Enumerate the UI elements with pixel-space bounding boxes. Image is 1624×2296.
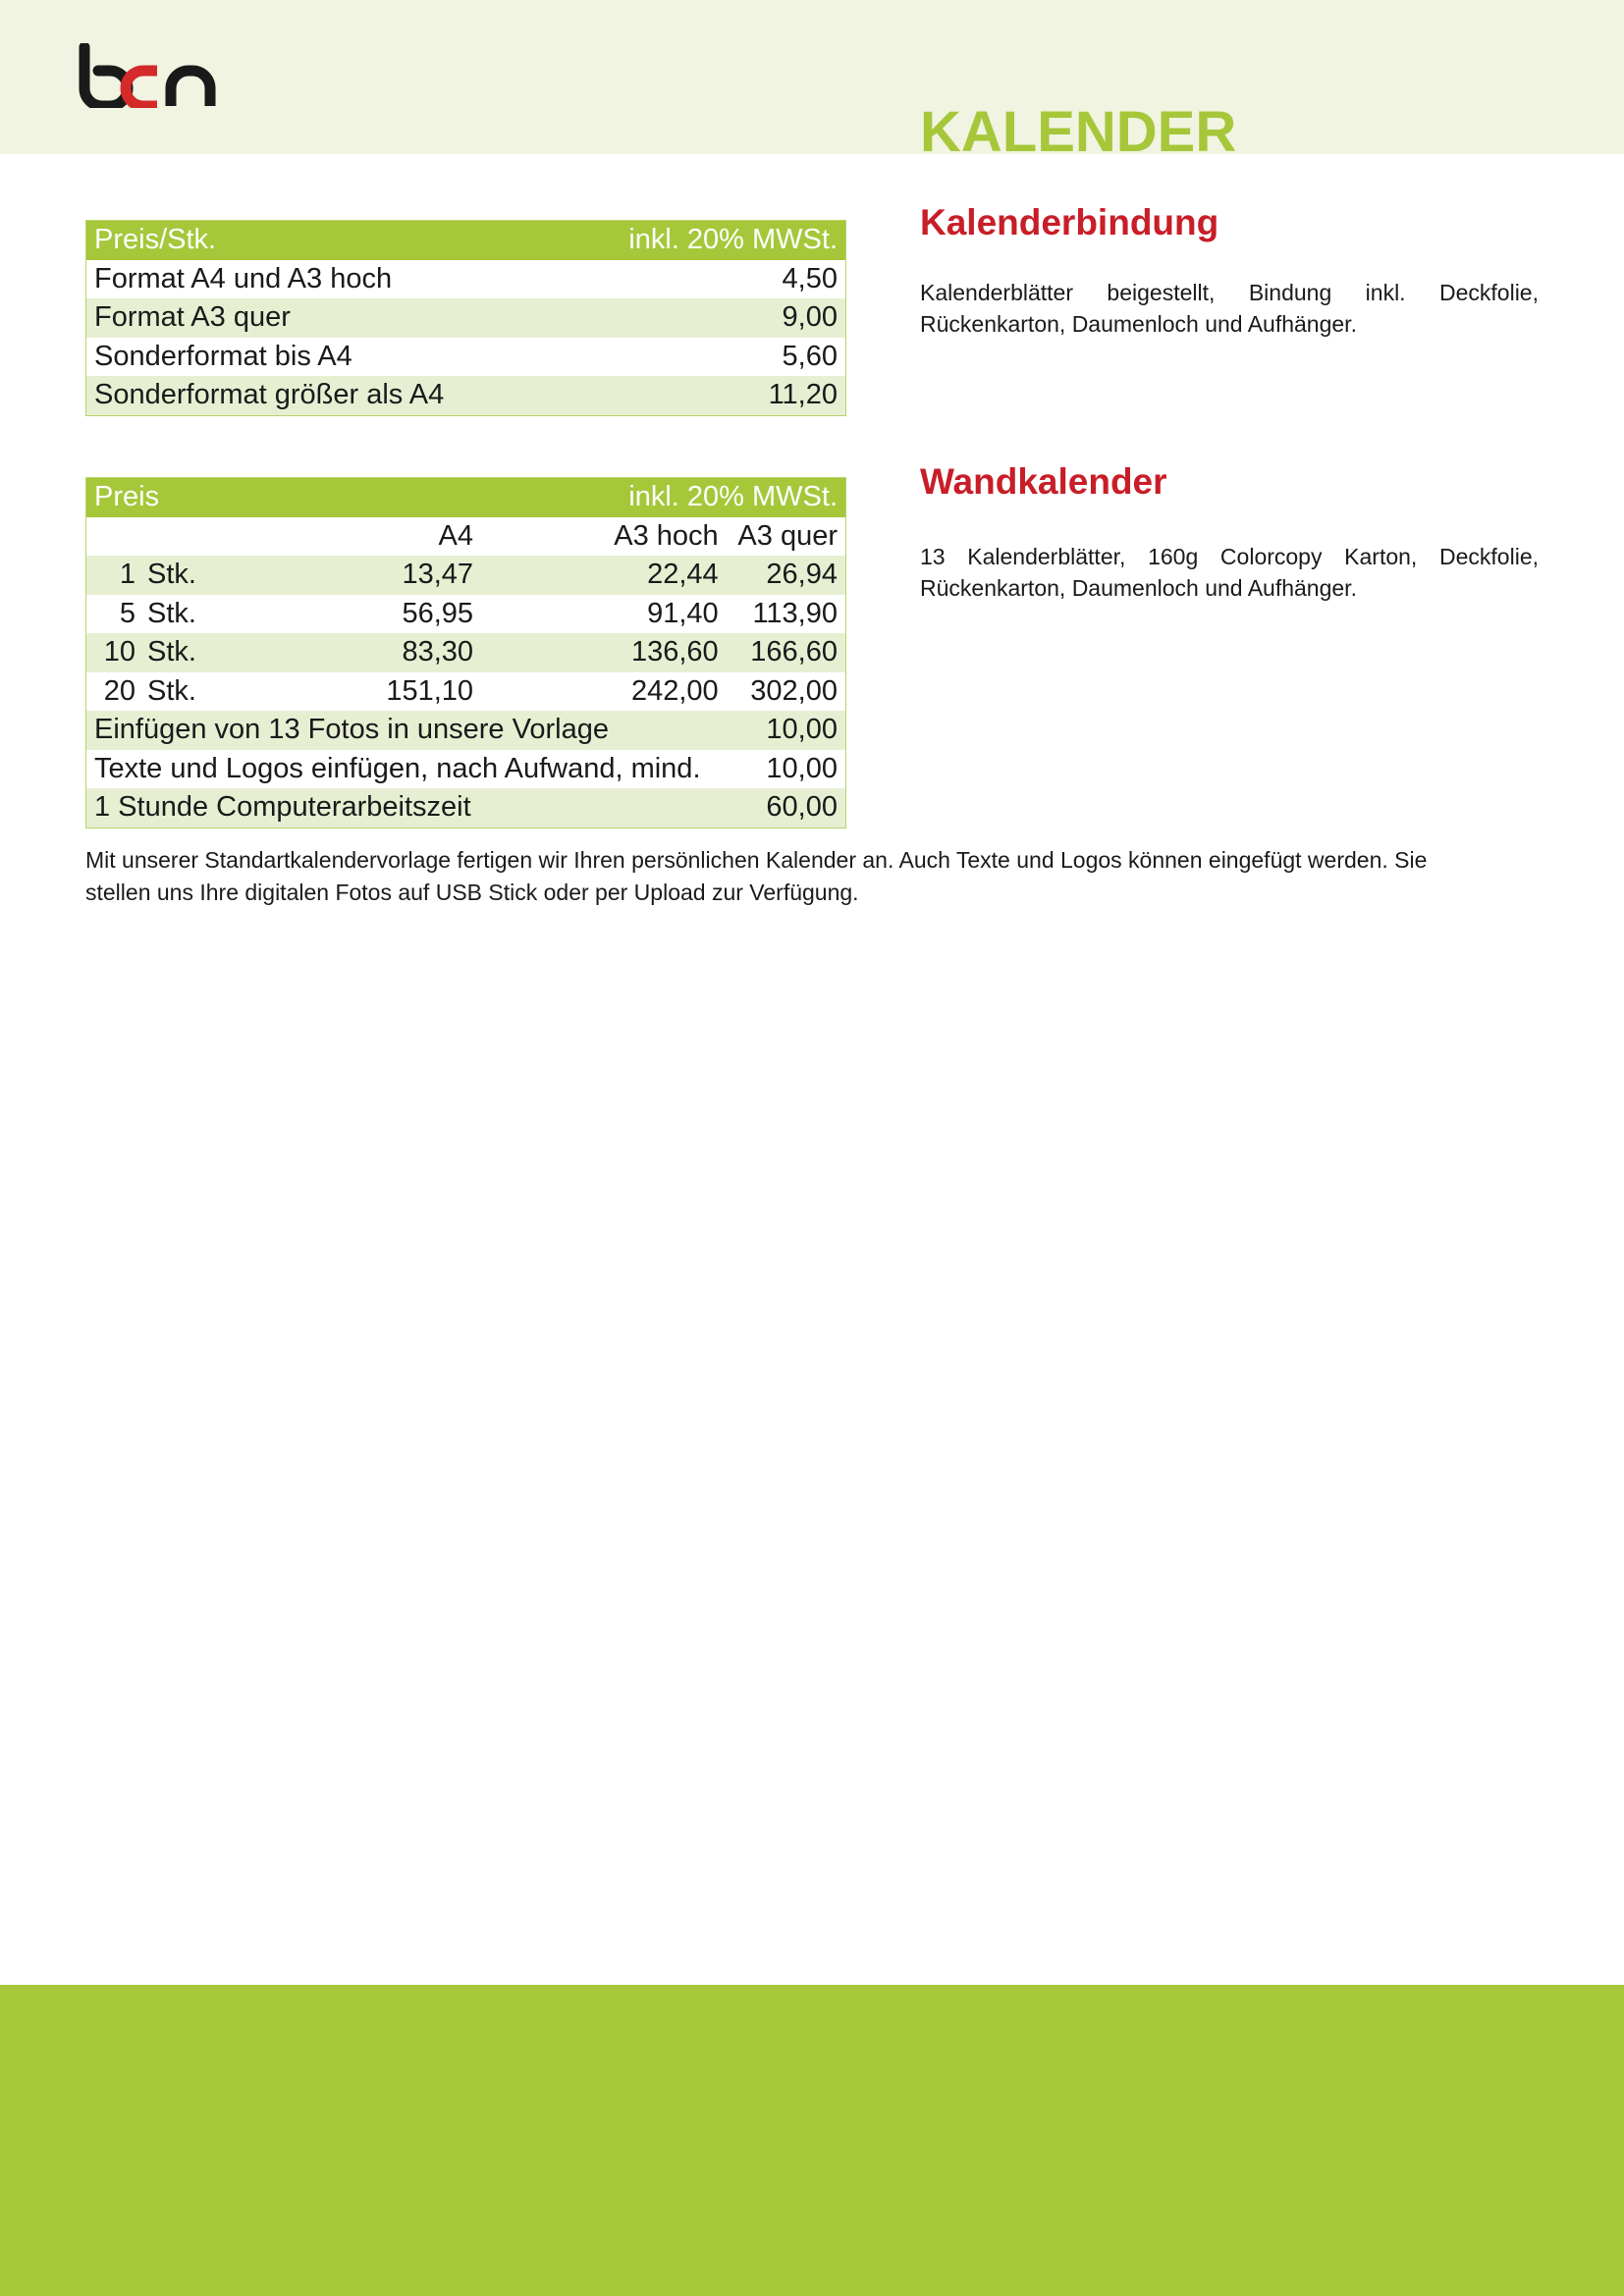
header-label: Preis	[85, 477, 482, 517]
table-header-row: Preis/Stk. inkl. 20% MWSt.	[85, 220, 846, 260]
row-price: 9,00	[556, 298, 846, 338]
unit: Stk.	[147, 597, 196, 629]
price-a4: 56,95	[402, 597, 474, 629]
table-row: 1 Stk. 13,47 22,44 26,94	[85, 556, 846, 595]
section-heading-kalenderbindung: Kalenderbindung	[920, 202, 1219, 242]
price-a3-hoch: 91,40	[647, 597, 719, 629]
row-label: Format A4 und A3 hoch	[94, 262, 393, 294]
extra-row: Einfügen von 13 Fotos in unsere Vorlage 1…	[85, 711, 846, 750]
price-a4: 83,30	[271, 633, 482, 672]
price-a4: 151,10	[386, 674, 474, 707]
unit: Stk.	[139, 556, 272, 595]
row-label: Format A3 quer	[85, 298, 557, 338]
page-title: KALENDER	[920, 100, 1237, 164]
section-text-kalenderbindung: Kalenderblätter beigestellt, Bindung ink…	[920, 280, 1539, 337]
table-row: 20 Stk. 151,10 242,00 302,00	[86, 672, 846, 712]
price-a3-hoch: 242,00	[630, 674, 719, 707]
extra-label: Texte und Logos einfügen, nach Aufwand, …	[94, 752, 701, 784]
section-heading-wandkalender: Wandkalender	[920, 461, 1167, 502]
extra-row: Texte und Logos einfügen, nach Aufwand, …	[86, 750, 846, 789]
table-row: Format A3 quer 9,00	[85, 298, 846, 338]
header-vat: inkl. 20% MWSt.	[481, 477, 846, 517]
price-a4: 13,47	[271, 556, 482, 595]
section-text-wandkalender: 13 Kalenderblätter, 160g Colorcopy Karto…	[920, 544, 1539, 601]
price-a3-hoch: 22,44	[481, 556, 727, 595]
note-text: Mit unserer Standartkalendervorlage fert…	[85, 847, 1428, 905]
header-label: Preis/Stk.	[85, 220, 557, 260]
price-table: Preis inkl. 20% MWSt. A4 A3 hoch A3 quer…	[85, 477, 846, 828]
qty: 20	[103, 674, 135, 707]
extra-price: 60,00	[726, 788, 846, 828]
qty: 1	[85, 556, 139, 595]
table-row: 5 Stk. 56,95 91,40 113,90	[86, 595, 846, 634]
table-row: Format A4 und A3 hoch 4,50	[86, 260, 846, 299]
header-vat: inkl. 20% MWSt.	[556, 220, 846, 260]
row-label: Sonderformat bis A4	[94, 340, 352, 372]
row-price: 5,60	[782, 340, 838, 372]
qty: 10	[85, 633, 139, 672]
extra-label: 1 Stunde Computerarbeitszeit	[85, 788, 727, 828]
row-price: 4,50	[782, 262, 838, 294]
row-label: Sonderformat größer als A4	[85, 376, 557, 415]
table-row: 10 Stk. 83,30 136,60 166,60	[85, 633, 846, 672]
extra-row: 1 Stunde Computerarbeitszeit 60,00	[85, 788, 846, 828]
table-row: Sonderformat größer als A4 11,20	[85, 376, 846, 415]
price-a3-quer: 113,90	[752, 597, 838, 629]
price-per-piece-table: Preis/Stk. inkl. 20% MWSt. Format A4 und…	[85, 220, 846, 416]
unit: Stk.	[147, 674, 196, 707]
row-price: 11,20	[556, 376, 846, 415]
header-band	[0, 0, 1624, 154]
price-a3-hoch: 136,60	[481, 633, 727, 672]
extra-price: 10,00	[766, 752, 838, 784]
table-header-row: Preis inkl. 20% MWSt.	[85, 477, 846, 517]
price-a3-quer: 302,00	[750, 674, 838, 707]
unit: Stk.	[139, 633, 272, 672]
column-a3-hoch: A3 hoch	[614, 519, 719, 552]
column-a4: A4	[438, 519, 474, 552]
bcn-logo	[79, 43, 216, 108]
price-a3-quer: 26,94	[726, 556, 846, 595]
table-row: Sonderformat bis A4 5,60	[86, 338, 846, 377]
column-a3-quer: A3 quer	[737, 519, 838, 552]
footer-band	[0, 1985, 1624, 2296]
column-header-row: A4 A3 hoch A3 quer	[86, 517, 846, 557]
qty: 5	[119, 597, 135, 629]
extra-price: 10,00	[726, 711, 846, 750]
extra-label: Einfügen von 13 Fotos in unsere Vorlage	[85, 711, 727, 750]
price-a3-quer: 166,60	[726, 633, 846, 672]
